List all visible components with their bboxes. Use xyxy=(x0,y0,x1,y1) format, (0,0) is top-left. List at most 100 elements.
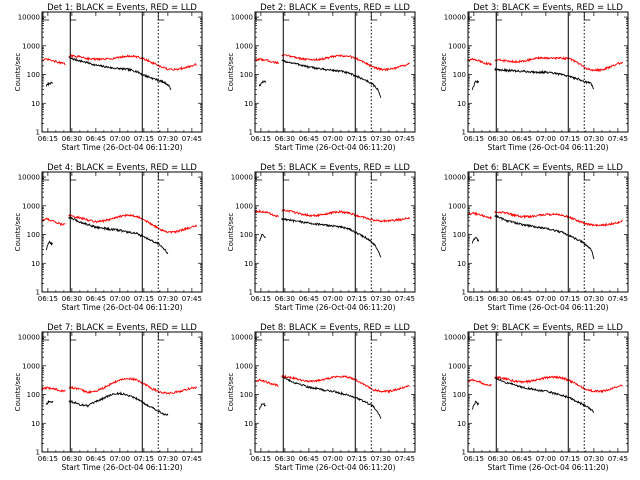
y-tick-label: 100 xyxy=(453,71,466,79)
flag-solid-marker xyxy=(69,172,77,181)
series-lld-segment-1 xyxy=(41,57,66,66)
y-tick-label: 10000 xyxy=(444,14,466,22)
x-tick-label: 07:00 xyxy=(323,455,343,463)
chart-title: Det 6: BLACK = Events, RED = LLD xyxy=(473,163,623,173)
x-tick-label: 06:15 xyxy=(251,295,271,303)
y-tick-label: 1000 xyxy=(235,42,253,50)
y-tick-label: 1 xyxy=(36,449,40,457)
chart-title: Det 3: BLACK = Events, RED = LLD xyxy=(473,3,623,13)
y-tick-label: 1000 xyxy=(235,362,253,370)
flag-dotted-marker xyxy=(370,12,378,21)
y-axis-label: Counts/sec xyxy=(440,213,448,252)
series-lld-segment-2 xyxy=(281,208,411,223)
y-tick-label: 100 xyxy=(453,391,466,399)
y-tick-label: 100 xyxy=(27,231,40,239)
x-tick-label: 07:15 xyxy=(134,295,154,303)
series-events-segment-1 xyxy=(471,79,480,91)
x-tick-label: 06:15 xyxy=(464,295,484,303)
x-tick-label: 06:15 xyxy=(38,455,58,463)
y-tick-label: 100 xyxy=(240,391,253,399)
x-tick-label: 07:30 xyxy=(371,295,391,303)
x-tick-label: 07:30 xyxy=(158,455,178,463)
y-tick-label: 1000 xyxy=(22,362,40,370)
series-events-segment-1 xyxy=(45,240,54,251)
series-lld-segment-2 xyxy=(494,375,623,394)
y-tick-label: 1000 xyxy=(448,42,466,50)
x-tick-label: 06:15 xyxy=(251,135,271,143)
flag-dotted-marker xyxy=(370,172,378,181)
x-tick-label: 07:15 xyxy=(347,295,367,303)
flag-dotted-marker xyxy=(583,332,591,341)
x-tick-label: 07:30 xyxy=(371,455,391,463)
y-tick-label: 10 xyxy=(457,260,466,268)
y-tick-label: 10 xyxy=(457,100,466,108)
series-events-segment-1 xyxy=(471,400,480,410)
chart-panel-6: 1 10 100 1000 10000 06:15 06:30 06:45 07:00 07:15… xyxy=(440,163,629,312)
x-tick-label: 07:00 xyxy=(536,295,556,303)
y-tick-label: 100 xyxy=(240,71,253,79)
y-tick-label: 10 xyxy=(31,100,40,108)
series-events-segment-1 xyxy=(45,81,53,87)
plot-frame xyxy=(41,11,203,133)
x-tick-label: 07:00 xyxy=(323,295,343,303)
plot-frame xyxy=(254,171,416,293)
y-tick-label: 1000 xyxy=(448,202,466,210)
x-tick-label: 07:45 xyxy=(608,455,628,463)
series-events-segment-2 xyxy=(68,216,169,255)
series-events-segment-1 xyxy=(45,399,54,405)
x-tick-label: 06:45 xyxy=(86,455,106,463)
chart-panel-8: 1 10 100 1000 10000 06:15 06:30 06:45 07:00 07:15… xyxy=(227,323,416,472)
flag-solid-marker xyxy=(69,12,77,21)
chart-panel-9: 1 10 100 1000 10000 06:15 06:30 06:45 07:00 07:15… xyxy=(440,323,629,472)
y-axis-label: Counts/sec xyxy=(14,53,22,92)
x-tick-label: 06:15 xyxy=(464,455,484,463)
series-lld-segment-2 xyxy=(68,53,197,71)
plot-frame xyxy=(41,331,203,453)
x-axis-label: Start Time (26-Oct-04 06:11:20) xyxy=(487,303,608,312)
x-tick-label: 06:45 xyxy=(299,455,319,463)
flag-solid-marker xyxy=(69,332,77,341)
y-tick-label: 10 xyxy=(31,260,40,268)
y-axis-label: Counts/sec xyxy=(14,373,22,412)
y-axis-label: Counts/sec xyxy=(227,53,235,92)
y-tick-label: 1 xyxy=(462,129,466,137)
y-tick-label: 1 xyxy=(462,449,466,457)
x-tick-label: 06:30 xyxy=(62,135,82,143)
x-tick-label: 07:45 xyxy=(395,455,415,463)
x-tick-label: 07:45 xyxy=(395,295,415,303)
y-tick-label: 1 xyxy=(249,449,253,457)
y-tick-label: 10 xyxy=(244,420,253,428)
flag-dotted-marker xyxy=(370,332,378,341)
x-axis-label: Start Time (26-Oct-04 06:11:20) xyxy=(274,143,395,152)
y-tick-label: 10 xyxy=(457,420,466,428)
y-tick-label: 1000 xyxy=(448,362,466,370)
series-events-segment-1 xyxy=(258,402,266,410)
x-tick-label: 07:15 xyxy=(347,455,367,463)
y-tick-label: 10000 xyxy=(444,174,466,182)
chart-panel-1: 1 10 100 1000 10000 06:15 06:30 06:45 07:00 07:15… xyxy=(14,3,203,152)
x-tick-label: 06:30 xyxy=(488,135,508,143)
y-tick-label: 1000 xyxy=(22,202,40,210)
chart-title: Det 2: BLACK = Events, RED = LLD xyxy=(260,3,410,13)
chart-panel-7: 1 10 100 1000 10000 06:15 06:30 06:45 07:00 07:15… xyxy=(14,323,203,472)
y-tick-label: 10000 xyxy=(231,14,253,22)
x-tick-label: 06:45 xyxy=(512,455,532,463)
flag-dotted-marker xyxy=(157,172,165,181)
flag-solid-marker xyxy=(282,172,290,181)
x-tick-label: 07:15 xyxy=(134,135,154,143)
y-axis-label: Counts/sec xyxy=(227,373,235,412)
series-events-segment-2 xyxy=(281,59,382,99)
x-axis-label: Start Time (26-Oct-04 06:11:20) xyxy=(274,463,395,472)
x-tick-label: 06:30 xyxy=(488,295,508,303)
x-tick-label: 06:30 xyxy=(275,135,295,143)
x-tick-label: 07:15 xyxy=(347,135,367,143)
flag-dotted-marker xyxy=(583,12,591,21)
y-tick-label: 10000 xyxy=(444,334,466,342)
x-tick-label: 07:45 xyxy=(182,295,202,303)
plot-frame xyxy=(254,11,416,133)
x-tick-label: 06:15 xyxy=(38,295,58,303)
y-axis-label: Counts/sec xyxy=(440,53,448,92)
y-tick-label: 1 xyxy=(249,129,253,137)
chart-title: Det 1: BLACK = Events, RED = LLD xyxy=(47,3,197,13)
